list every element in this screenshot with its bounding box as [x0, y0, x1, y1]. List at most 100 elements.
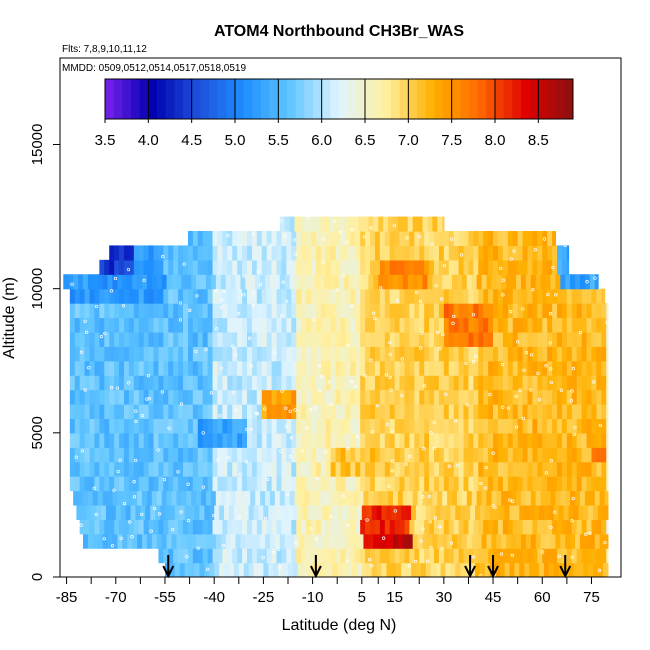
heatmap-cell	[463, 375, 470, 391]
heatmap-cell	[251, 231, 258, 247]
heatmap-cell	[345, 245, 351, 261]
heatmap-cell	[148, 317, 155, 333]
sample-point	[384, 373, 389, 377]
heatmap-cell	[247, 360, 253, 376]
heatmap-cell	[301, 447, 307, 463]
sample-point	[430, 242, 434, 246]
heatmap-cell	[109, 432, 115, 448]
heatmap-cell	[478, 476, 484, 492]
sample-point	[188, 308, 192, 312]
heatmap-cell	[296, 360, 302, 376]
heatmap-cell	[453, 375, 460, 391]
heatmap-cell	[389, 432, 396, 448]
heatmap-cell	[601, 519, 607, 535]
heatmap-cell	[183, 461, 189, 477]
heatmap-cell	[566, 432, 573, 448]
sample-point	[333, 219, 337, 224]
heatmap-cell	[361, 562, 368, 577]
heatmap-cell	[384, 288, 391, 304]
heatmap-cell	[392, 533, 399, 549]
heatmap-cell	[320, 303, 327, 319]
heatmap-cell	[561, 519, 568, 535]
sample-point	[314, 537, 319, 541]
heatmap-cell	[396, 504, 402, 520]
sample-point	[255, 412, 260, 416]
heatmap-cell	[237, 360, 243, 376]
sample-point	[244, 460, 248, 464]
heatmap-cell	[89, 346, 96, 362]
heatmap-cell	[315, 476, 322, 492]
heatmap-cell	[458, 389, 465, 405]
heatmap-cell	[276, 375, 283, 391]
heatmap-cell	[68, 274, 74, 290]
heatmap-cell	[107, 533, 114, 549]
heatmap-cell	[507, 389, 514, 405]
heatmap-cell	[94, 447, 100, 463]
colorbar-segment	[304, 79, 314, 119]
heatmap-cell	[370, 360, 376, 376]
heatmap-cell	[217, 259, 223, 275]
heatmap-cell	[350, 346, 356, 362]
heatmap-cell	[291, 303, 297, 319]
heatmap-cell	[399, 346, 406, 362]
heatmap-cell	[599, 490, 606, 506]
heatmap-cell	[596, 346, 602, 362]
heatmap-cell	[312, 504, 319, 520]
heatmap-cell	[299, 533, 306, 549]
heatmap-cell	[202, 245, 209, 261]
heatmap-cell	[202, 231, 209, 247]
heatmap-cell	[340, 461, 347, 477]
heatmap-cell	[109, 375, 115, 391]
heatmap-cell	[409, 317, 415, 333]
heatmap-cell	[74, 331, 81, 347]
heatmap-cell	[566, 389, 573, 405]
heatmap-cell	[412, 274, 419, 290]
heatmap-cell	[84, 461, 91, 477]
sample-point	[238, 472, 242, 476]
heatmap-cell	[422, 533, 429, 549]
heatmap-cell	[253, 562, 260, 577]
heatmap-cell	[320, 288, 327, 304]
heatmap-cell	[419, 288, 425, 304]
heatmap-cell	[507, 418, 514, 434]
sample-point	[201, 431, 205, 435]
heatmap-cell	[473, 461, 479, 477]
heatmap-cell	[306, 418, 312, 434]
colorbar-segment	[391, 79, 401, 119]
heatmap-cell	[260, 533, 266, 549]
heatmap-cell	[276, 447, 283, 463]
sample-point	[442, 264, 447, 268]
heatmap-cell	[443, 404, 450, 420]
heatmap-cell	[557, 331, 563, 347]
heatmap-cell	[435, 504, 442, 520]
heatmap-cell	[434, 404, 440, 420]
heatmap-cell	[566, 303, 573, 319]
heatmap-cell	[453, 360, 460, 376]
sample-point	[309, 527, 313, 531]
heatmap-cell	[374, 317, 381, 333]
heatmap-cell	[561, 331, 568, 347]
sample-point	[548, 341, 553, 345]
y-tick-label: 10000	[29, 268, 46, 310]
heatmap-cell	[468, 447, 474, 463]
heatmap-cell	[138, 317, 145, 333]
sample-point	[421, 527, 425, 531]
heatmap-cell	[279, 216, 286, 232]
heatmap-cell	[478, 447, 484, 463]
heatmap-cell	[374, 303, 381, 319]
heatmap-cell	[335, 548, 342, 564]
heatmap-cell	[207, 346, 214, 362]
heatmap-cell	[261, 476, 268, 492]
heatmap-cell	[84, 346, 91, 362]
heatmap-cell	[187, 461, 194, 477]
heatmap-cell	[289, 490, 296, 506]
heatmap-cell	[355, 389, 361, 405]
heatmap-cell	[79, 389, 86, 405]
heatmap-cell	[310, 231, 317, 247]
heatmap-cell	[438, 346, 445, 362]
heatmap-cell	[202, 418, 209, 434]
heatmap-cell	[345, 317, 351, 333]
heatmap-cell	[114, 519, 120, 535]
heatmap-cell	[463, 245, 470, 261]
heatmap-cell	[389, 519, 396, 535]
